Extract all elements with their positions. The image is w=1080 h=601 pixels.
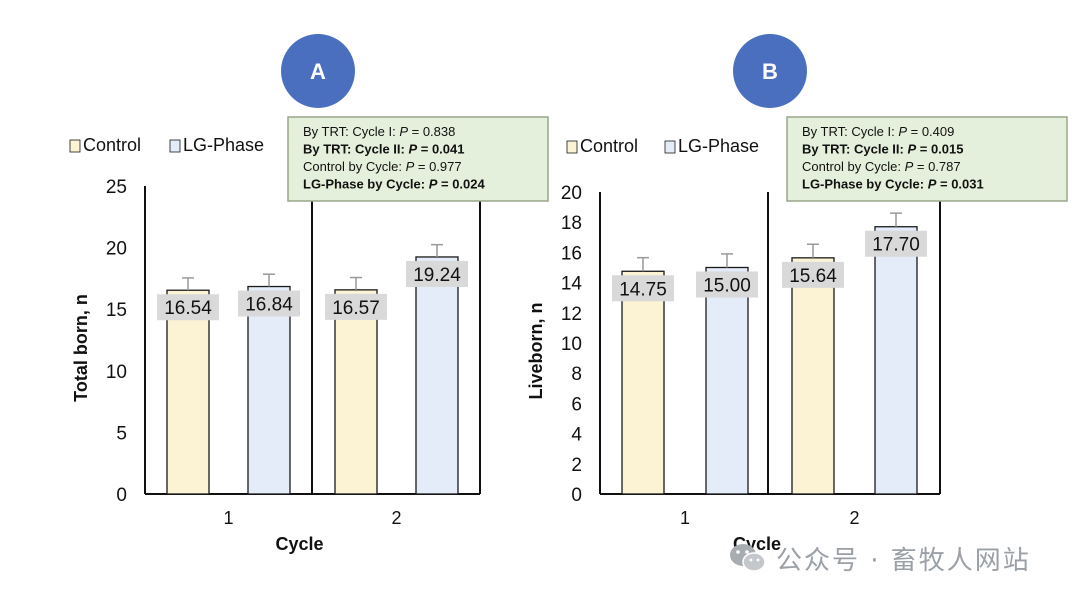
legend-label: LG-Phase — [183, 135, 264, 155]
stats-line: By TRT: Cycle II: P = 0.015 — [802, 142, 964, 157]
data-label: 15.64 — [789, 266, 837, 287]
stats-line: Control by Cycle: P = 0.787 — [802, 159, 961, 174]
watermark-text: 公众号 · 畜牧人网站 — [776, 545, 1031, 576]
stats-line: Control by Cycle: P = 0.977 — [303, 159, 462, 174]
data-label-bg — [238, 290, 300, 317]
bar — [334, 289, 378, 495]
stats-line: LG-Phase by Cycle: P = 0.031 — [802, 177, 984, 192]
legend-swatch — [169, 139, 181, 153]
x-tick-label: 1 — [680, 508, 690, 528]
legend-label: Control — [580, 136, 638, 156]
y-axis-title: Total born, n — [71, 294, 91, 402]
x-tick-label: 2 — [391, 508, 401, 528]
y-tick-label: 0 — [571, 485, 582, 506]
y-tick-label: 0 — [116, 485, 127, 506]
y-tick-label: 5 — [116, 423, 127, 444]
y-tick-label: 25 — [106, 177, 127, 198]
legend-label: LG-Phase — [678, 136, 759, 156]
legend-swatch — [69, 139, 81, 153]
panel-badge-circle — [281, 34, 355, 108]
chart-panel-a: A Control LG-Phase 0 5 10 15 20 25 Total born, n 1… — [69, 34, 549, 554]
y-tick-label: 16 — [561, 243, 582, 264]
bar — [874, 226, 918, 495]
x-axis-title: Cycle — [275, 534, 323, 554]
legend-label: Control — [83, 135, 141, 155]
y-axis-title: Liveborn, n — [526, 302, 546, 399]
y-tick-label: 12 — [561, 304, 582, 325]
stats-line: LG-Phase by Cycle: P = 0.024 — [303, 177, 486, 192]
bar — [415, 256, 459, 495]
data-label: 17.70 — [872, 235, 920, 256]
y-tick-label: 10 — [106, 362, 127, 383]
stats-box: By TRT: Cycle I: P = 0.838 By TRT: Cycle … — [287, 116, 549, 202]
data-label: 16.84 — [245, 295, 293, 316]
bar — [621, 270, 665, 495]
data-label: 19.24 — [413, 265, 461, 286]
y-tick-label: 15 — [106, 300, 127, 321]
legend-swatch — [664, 140, 676, 154]
y-tick-label: 6 — [571, 394, 582, 415]
data-label: 16.57 — [332, 298, 380, 319]
y-tick-label: 8 — [571, 364, 582, 385]
stats-line: By TRT: Cycle I: P = 0.409 — [802, 124, 954, 139]
y-tick-label: 18 — [561, 213, 582, 234]
wechat-logo-icon — [730, 544, 766, 572]
y-tick-label: 14 — [561, 274, 583, 295]
data-label-bg — [157, 294, 219, 321]
stats-box-bg — [786, 116, 1068, 202]
y-tick-label: 20 — [106, 239, 127, 260]
legend: Control LG-Phase — [566, 136, 759, 156]
x-tick-label: 1 — [223, 508, 233, 528]
panel-badge-label: B — [762, 59, 778, 84]
y-tick-label: 4 — [571, 425, 582, 446]
legend: Control LG-Phase — [69, 135, 264, 155]
data-label-bg — [782, 261, 844, 288]
data-label: 16.54 — [164, 298, 212, 319]
x-tick-label: 2 — [849, 508, 859, 528]
data-label: 14.75 — [619, 279, 667, 300]
bar — [247, 285, 291, 495]
bar — [166, 289, 210, 495]
bar — [705, 266, 749, 495]
data-label-bg — [406, 260, 468, 287]
stats-box-bg — [287, 116, 549, 202]
stats-line: By TRT: Cycle I: P = 0.838 — [303, 124, 455, 139]
data-label-bg — [612, 275, 674, 302]
bar — [791, 257, 835, 495]
panel-badge-circle — [733, 34, 807, 108]
panel-badge-label: A — [310, 59, 326, 84]
y-tick-label: 2 — [571, 455, 582, 476]
data-label-bg — [325, 293, 387, 320]
stats-line: By TRT: Cycle II: P = 0.041 — [303, 142, 465, 157]
watermark: 公众号 · 畜牧人网站 — [728, 538, 1031, 578]
y-tick-label: 20 — [561, 183, 582, 204]
stats-box: By TRT: Cycle I: P = 0.409 By TRT: Cycle … — [786, 116, 1068, 202]
data-label-bg — [696, 271, 758, 298]
data-label-bg — [865, 230, 927, 257]
data-label: 15.00 — [703, 276, 751, 297]
legend-swatch — [566, 140, 578, 154]
y-tick-label: 10 — [561, 334, 582, 355]
